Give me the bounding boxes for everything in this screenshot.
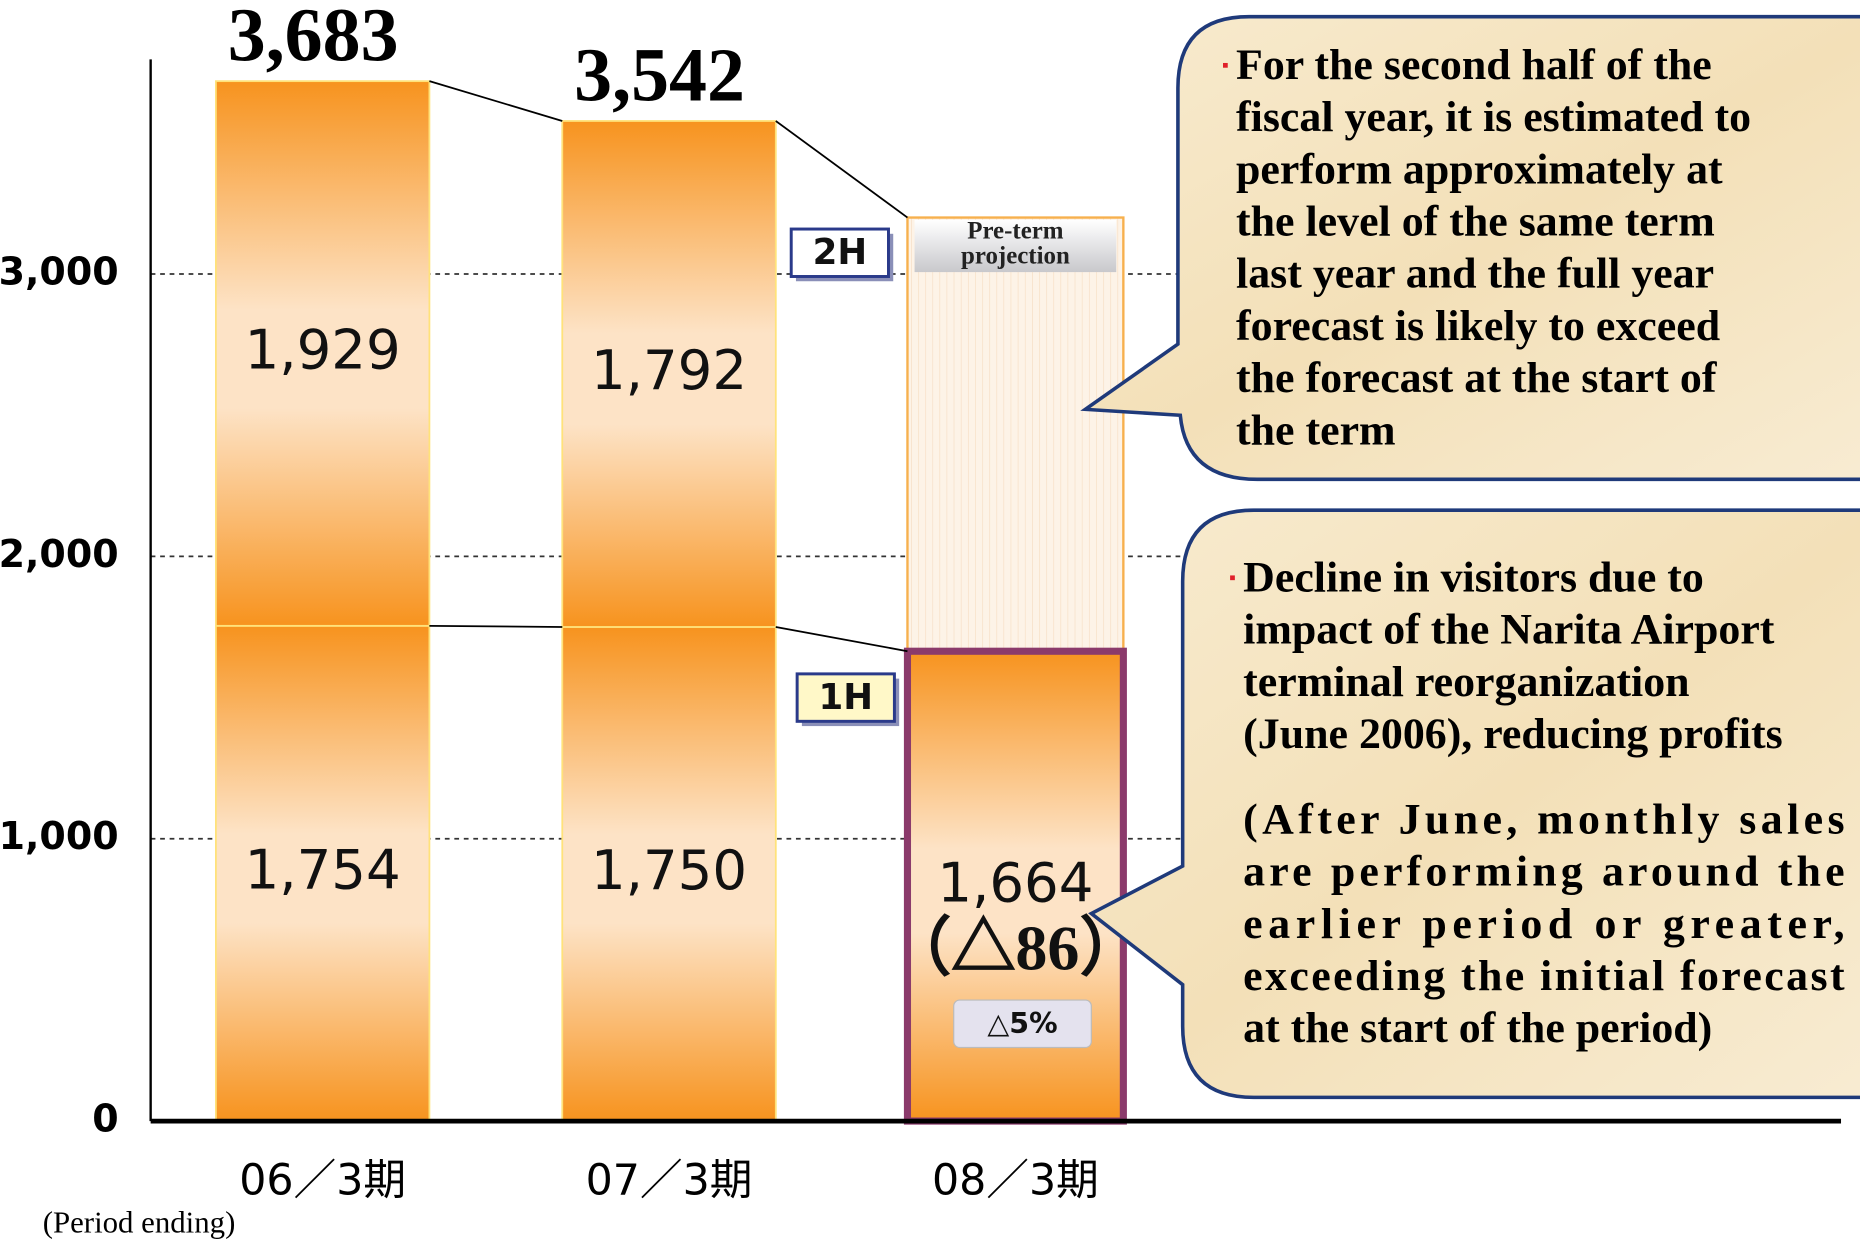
bar-segment (561, 120, 777, 628)
callout-text: (June 2006), reducing profits (1243, 710, 1783, 758)
bullet (1230, 575, 1235, 581)
x-axis-label: (Period ending) (43, 1206, 236, 1240)
callout-text: fiscal year, it is estimated to (1236, 93, 1751, 141)
value-label: 1,750 (591, 838, 747, 902)
y-tick-label: 1,000 (0, 814, 119, 858)
value-label: 1,929 (245, 318, 401, 382)
callout-text: perform approximately at (1236, 145, 1723, 193)
bar-segment (215, 80, 431, 627)
legend-label: 1H (819, 677, 874, 718)
callout-text: terminal reorganization (1243, 658, 1689, 706)
callout-text: (After June, monthly sales (1243, 795, 1844, 843)
y-tick-label: 3,000 (0, 250, 119, 294)
callout-text: are performing around the (1243, 848, 1844, 896)
legend-box (795, 672, 896, 723)
callout-text: Decline in visitors due to (1243, 553, 1704, 601)
projection-label: Pre-term (967, 218, 1064, 245)
connector (429, 80, 563, 122)
x-tick-label: 06／3期 (239, 1155, 406, 1205)
callout-text: For the second half of the (1236, 41, 1712, 89)
callout-bubble (1080, 14, 1860, 482)
connector (775, 626, 908, 653)
change-pct-box (953, 999, 1092, 1049)
callout-text: forecast is likely to exceed (1236, 302, 1720, 350)
connector (775, 120, 908, 219)
change-label: （△86） (887, 913, 1143, 984)
bar-segment (561, 626, 777, 1122)
callout-text: exceeding the initial forecast (1243, 952, 1845, 1000)
legend-box (789, 227, 890, 278)
bar-segment (215, 624, 431, 1122)
legend-label: 2H (813, 232, 868, 273)
value-label: 1,664 (937, 850, 1093, 914)
callout-text: the level of the same term (1236, 198, 1715, 246)
callout-text: the term (1236, 406, 1396, 454)
connector (429, 624, 563, 628)
x-tick-label: 07／3期 (586, 1155, 753, 1205)
x-tick-label: 08／3期 (932, 1155, 1099, 1205)
y-tick-label: 2,000 (0, 532, 119, 576)
value-label: 1,792 (591, 338, 747, 402)
bullet (1222, 62, 1228, 68)
callout-text: last year and the full year (1236, 250, 1714, 298)
projection-label-box (914, 219, 1117, 273)
projection-label: projection (961, 243, 1070, 270)
total-label: 3,683 (228, 0, 399, 78)
callout-text: at the start of the period) (1243, 1004, 1712, 1052)
callout-text: the forecast at the start of (1236, 354, 1718, 402)
callout-text: impact of the Narita Airport (1243, 606, 1775, 654)
value-label: 1,754 (245, 838, 401, 902)
change-pct-label: △5% (987, 1007, 1057, 1040)
callout-bubble (1088, 508, 1860, 1100)
y-tick-label: 0 (92, 1097, 118, 1141)
total-label: 3,542 (574, 33, 745, 117)
